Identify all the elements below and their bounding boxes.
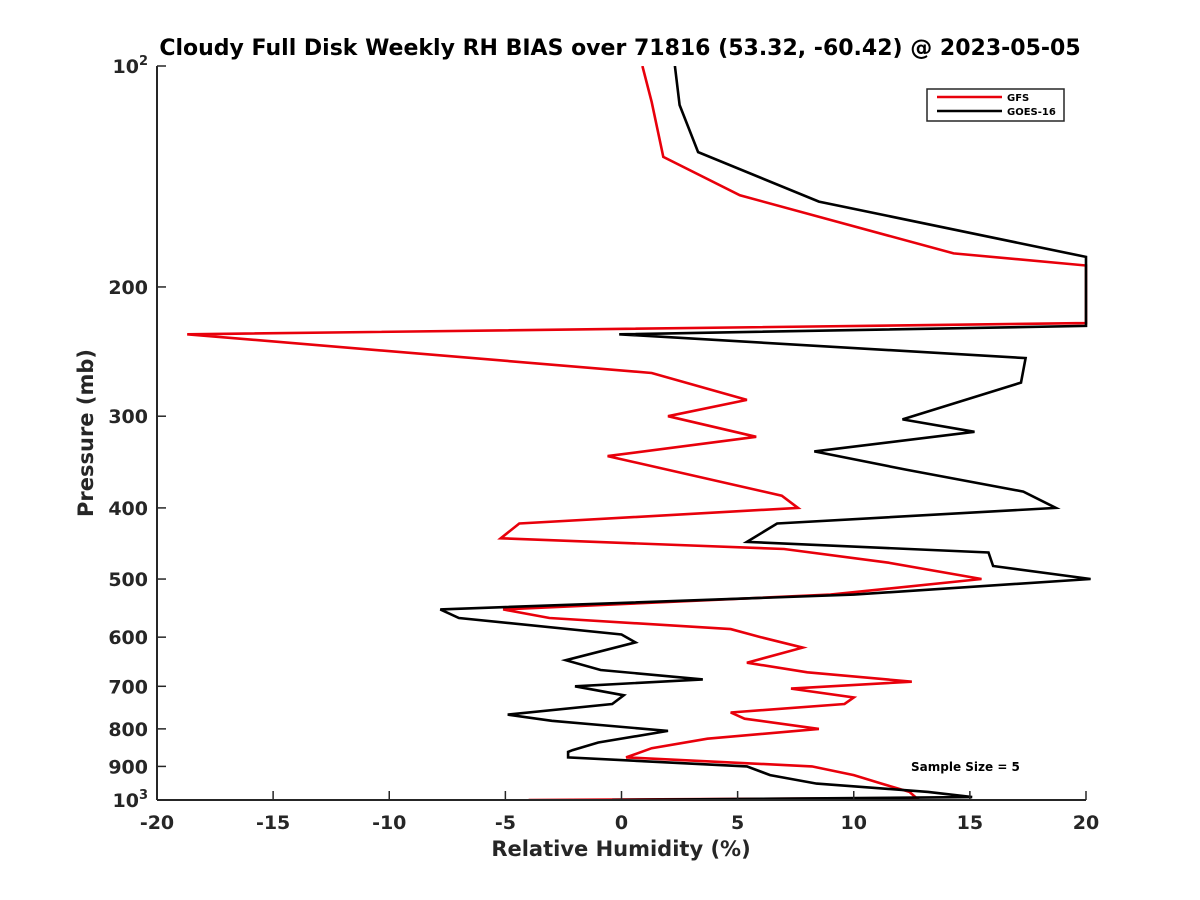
series-line-goes16 [439,66,1091,800]
y-axis-ticks: 102 200 300 400 500 600 700 800 900 103 [108,54,166,812]
legend-gfs-label: GFS [1007,93,1029,104]
sample-size-annotation: Sample Size = 5 [911,760,1020,774]
plot-background [157,66,1086,800]
x-tick-label: -15 [256,812,290,834]
x-tick-label: 0 [615,812,628,834]
legend-box [926,88,1065,122]
y-tick-label: 103 [113,788,149,812]
y-tick-label: 102 [113,54,149,78]
x-axis-ticks: -20 -15 -10 -5 0 5 10 15 20 [140,791,1099,834]
chart-title: Cloudy Full Disk Weekly RH BIAS over 718… [159,36,1080,61]
y-tick-label: 200 [108,277,148,299]
legend: GFS GOES-16 [926,88,1065,122]
x-axis-title: Relative Humidity (%) [491,837,750,861]
y-tick-label: 600 [108,627,148,649]
x-tick-label: 10 [841,812,867,834]
x-tick-label: 15 [957,812,983,834]
series-layer [187,66,1091,800]
y-tick-label: 300 [108,406,148,428]
series-line-gfs [187,66,1088,800]
x-tick-label: 5 [731,812,744,834]
x-tick-label: -5 [495,812,516,834]
y-tick-label: 800 [108,719,148,741]
y-tick-label: 700 [108,676,148,698]
plot-area: -20 -15 -10 -5 0 5 10 15 20 102 200 300 400 500 600 70… [108,54,1099,834]
y-tick-label: 900 [108,756,148,778]
y-tick-label: 400 [108,498,148,520]
x-tick-label: -10 [372,812,406,834]
y-tick-label: 500 [108,569,148,591]
x-tick-label: -20 [140,812,174,834]
x-tick-label: 20 [1073,812,1099,834]
legend-goes16-label: GOES-16 [1007,107,1056,118]
y-axis-title: Pressure (mb) [74,349,98,517]
